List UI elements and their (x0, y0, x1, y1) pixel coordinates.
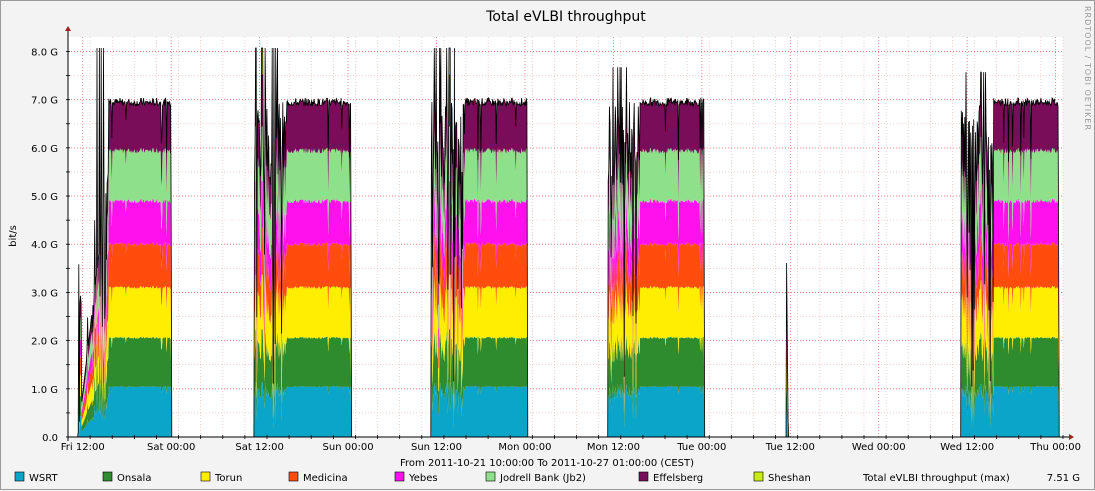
legend-swatch (485, 471, 496, 482)
plot-background (68, 37, 1063, 437)
legend-label: Medicina (303, 473, 348, 484)
legend-swatch (288, 471, 299, 482)
legend-label: WSRT (29, 473, 58, 484)
plot-area (68, 37, 1063, 437)
y-axis-label: bit/s (8, 225, 19, 247)
x-tick-label: Tue 00:00 (676, 442, 726, 453)
series-areas (77, 47, 1060, 438)
series-area-onsala (77, 329, 1060, 437)
legend-swatch (394, 471, 405, 482)
x-tick-label: Sat 12:00 (235, 442, 283, 453)
y-axis-arrow (65, 26, 71, 31)
x-axis-label: From 2011-10-21 10:00:00 To 2011-10-27 0… (400, 458, 694, 469)
x-tick-label: Wed 12:00 (940, 442, 994, 453)
x-tick-labels: Fri 12:00 Sat 00:00 Sat 12:00 Sun 00:00 Sun … (61, 442, 1081, 453)
watermark-text: RRDTOOL / TOBI OETIKER (1083, 6, 1092, 131)
legend-label: Sheshan (768, 473, 811, 484)
legend-label: Jodrell Bank (Jb2) (499, 473, 586, 484)
total-outline (77, 47, 1060, 438)
x-tick-label: Thu 00:00 (1029, 442, 1081, 453)
series-area-medicina (77, 227, 1060, 437)
y-tick-label: 0.0 (42, 433, 58, 444)
y-tick-label: 1.0 G (31, 385, 58, 396)
legend-total-label: Total eVLBI throughput (max) (862, 473, 1010, 484)
legend-label: Onsala (117, 473, 151, 484)
x-tick-label: Mon 12:00 (587, 442, 640, 453)
series-area-torun (77, 274, 1060, 437)
y-tick-label: 5.0 G (31, 192, 58, 203)
legend-swatch (200, 471, 211, 482)
legend-swatch (638, 471, 649, 482)
chart-title: Total eVLBI throughput (485, 9, 646, 25)
y-tick-labels: 0.0 1.0 G 2.0 G 3.0 G 4.0 G 5.0 G 6.0 G 7.0 G 8.… (31, 47, 58, 444)
x-tick-label: Mon 00:00 (498, 442, 551, 453)
legend-swatch (753, 471, 764, 482)
x-tick-label: Sun 00:00 (323, 442, 374, 453)
y-tick-label: 4.0 G (31, 240, 58, 251)
x-tick-label: Sun 12:00 (411, 442, 462, 453)
x-axis-arrow (1069, 434, 1074, 440)
y-tick-label: 2.0 G (31, 337, 58, 348)
legend-label: Torun (214, 473, 242, 484)
legend-label: Yebes (408, 473, 438, 484)
legend-label: Effelsberg (653, 473, 703, 484)
y-tick-label: 6.0 G (31, 144, 58, 155)
x-tick-label: Wed 00:00 (852, 442, 906, 453)
y-tick-label: 7.0 G (31, 96, 58, 107)
axes (65, 26, 1074, 441)
x-tick-label: Tue 12:00 (765, 442, 815, 453)
legend-swatch (14, 471, 25, 482)
y-tick-label: 8.0 G (31, 47, 58, 58)
legend-total-value: 7.51 G (1047, 473, 1080, 484)
legend-swatch (102, 471, 113, 482)
x-tick-label: Sat 00:00 (147, 442, 195, 453)
legend: WSRT Onsala Torun Medicina Yebes Jodrell Bank… (14, 471, 1080, 484)
x-tick-label: Fri 12:00 (61, 442, 105, 453)
series-area-wsrt (77, 382, 1060, 437)
y-tick-label: 3.0 G (31, 288, 58, 299)
